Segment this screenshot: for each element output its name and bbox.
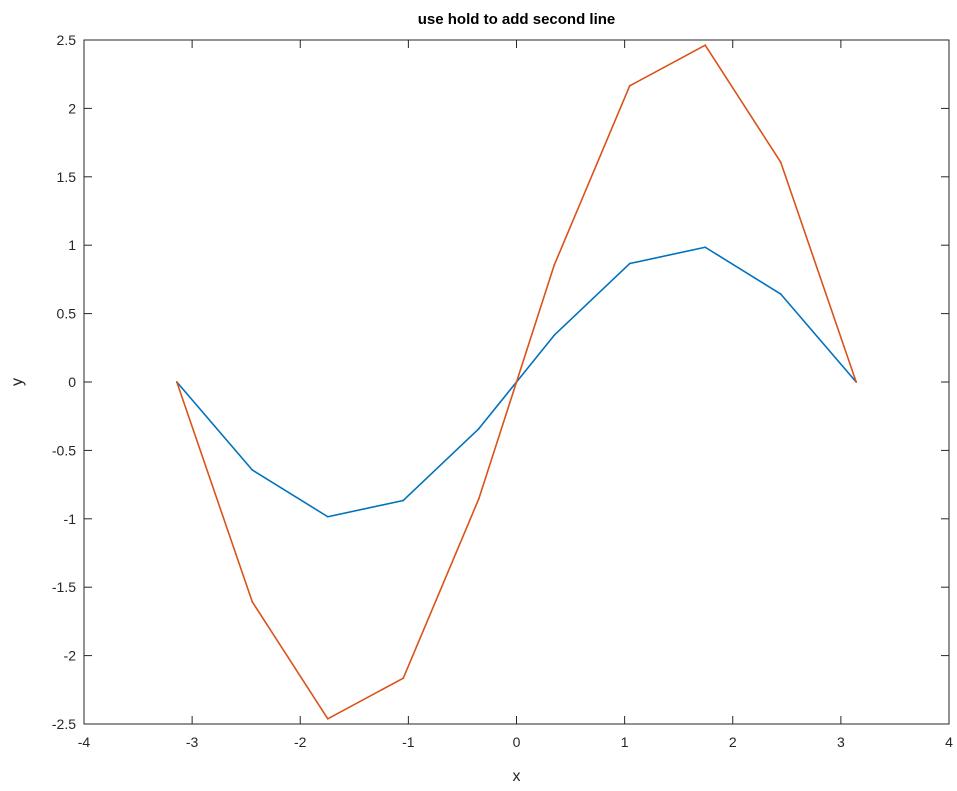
- y-tick-label: 0: [68, 374, 76, 390]
- series-2-point: [628, 84, 631, 87]
- y-tick-label: -2: [64, 648, 77, 664]
- y-tick-label: -1.5: [52, 579, 76, 595]
- series-2-point: [326, 717, 329, 720]
- series-1-point: [779, 293, 782, 295]
- series-2-point: [175, 381, 178, 383]
- y-tick-label: 1: [68, 237, 76, 253]
- series-2-point: [704, 44, 707, 47]
- y-tick-label: 2: [68, 100, 76, 116]
- series-2-point: [402, 677, 405, 680]
- series-2-point: [515, 381, 518, 383]
- chart-title: use hold to add second line: [418, 11, 616, 28]
- series-1-point: [477, 427, 480, 430]
- series-2-point: [779, 161, 782, 164]
- y-tick-label: 1.5: [57, 169, 77, 185]
- x-tick-label: 3: [837, 734, 845, 750]
- series-2-point: [855, 381, 858, 383]
- x-axis-label: x: [513, 768, 521, 785]
- y-tick-label: 0.5: [57, 306, 77, 322]
- x-tick-label: 2: [729, 734, 737, 750]
- series-2-point: [251, 600, 254, 603]
- series-1-point: [628, 262, 631, 265]
- x-tick-label: 0: [513, 734, 521, 750]
- series-1-point: [704, 246, 707, 249]
- y-tick-label: -1: [64, 511, 77, 527]
- series-1-point: [553, 334, 556, 337]
- series-2-point: [553, 264, 556, 266]
- series-1-point: [251, 469, 254, 471]
- series-layer: [175, 44, 858, 720]
- x-tick-label: -1: [402, 734, 415, 750]
- series-1-point: [326, 515, 329, 518]
- x-tick-label: 4: [945, 734, 953, 750]
- x-tick-label: -4: [78, 734, 91, 750]
- y-tick-label: -2.5: [52, 716, 76, 732]
- x-tick-label: 1: [621, 734, 629, 750]
- series-1-point: [402, 499, 405, 502]
- y-tick-label: 2.5: [57, 32, 77, 48]
- x-tick-label: -3: [186, 734, 199, 750]
- y-axis-label: y: [9, 378, 26, 386]
- series-2-point: [477, 498, 480, 500]
- x-tick-label: -2: [294, 734, 307, 750]
- y-tick-label: -0.5: [52, 442, 76, 458]
- ticks-layer: -4 -3 -2 -1 0 1 2 3 4 -2.5 -2 -1.5 -1 -0.5 0 0.5 1 1.5 2 2.…: [52, 32, 953, 750]
